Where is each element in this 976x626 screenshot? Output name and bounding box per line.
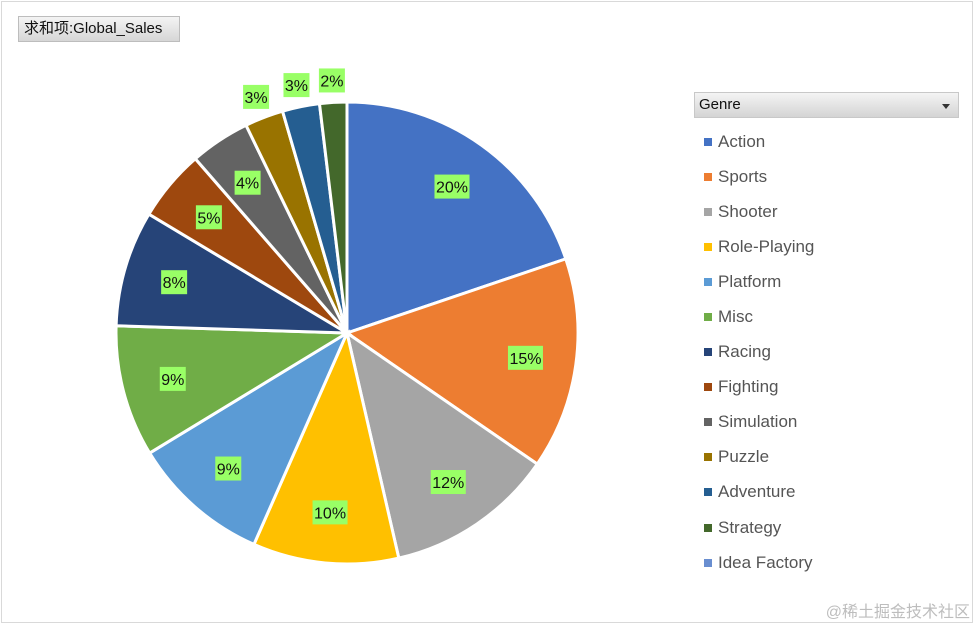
legend-item-adventure[interactable]: Adventure <box>704 475 814 510</box>
legend-swatch <box>704 242 712 251</box>
legend-label: Idea Factory <box>718 552 813 572</box>
legend-label: Puzzle <box>718 447 770 467</box>
legend-swatch <box>704 453 712 462</box>
legend-swatch <box>704 523 712 532</box>
svg-text:2%: 2% <box>320 73 343 90</box>
legend-label: Fighting <box>718 377 779 397</box>
legend-item-platform[interactable]: Platform <box>704 264 814 299</box>
svg-text:9%: 9% <box>217 462 240 479</box>
data-label-adventure: 3% <box>283 73 310 98</box>
legend-label: Adventure <box>718 482 796 502</box>
pie-slice-platform[interactable] <box>147 329 351 547</box>
data-label-action: 20% <box>434 174 470 199</box>
legend-item-idea-factory[interactable]: Idea Factory <box>704 545 814 580</box>
data-label-racing: 8% <box>161 270 188 295</box>
watermark: @稀土掘金技术社区 <box>825 604 970 621</box>
data-label-sports: 15% <box>507 345 543 370</box>
svg-text:8%: 8% <box>163 275 186 292</box>
legend-item-fighting[interactable]: Fighting <box>704 370 814 405</box>
data-label-misc: 9% <box>159 366 186 391</box>
legend-label: Racing <box>718 342 771 362</box>
pie-slice-misc[interactable] <box>114 324 353 456</box>
legend-swatch <box>704 172 712 181</box>
legend-item-strategy[interactable]: Strategy <box>704 510 814 545</box>
legend-label: Role-Playing <box>718 236 815 256</box>
legend-label: Misc <box>718 307 753 327</box>
pie-slice-role-playing[interactable] <box>251 328 401 566</box>
legend-item-role-playing[interactable]: Role-Playing <box>704 229 814 264</box>
legend-label: Sports <box>718 166 768 186</box>
legend-title: Genre <box>699 96 741 113</box>
legend-label: Shooter <box>718 201 778 221</box>
legend: Action Sports Shooter Role-Playing Platform M… <box>704 124 814 580</box>
legend-item-puzzle[interactable]: Puzzle <box>704 440 814 475</box>
svg-text:5%: 5% <box>197 210 220 227</box>
svg-text:10%: 10% <box>314 505 346 522</box>
legend-label: Strategy <box>718 517 782 537</box>
legend-item-shooter[interactable]: Shooter <box>704 194 814 229</box>
svg-text:12%: 12% <box>432 475 464 492</box>
legend-label: Action <box>718 131 766 151</box>
chevron-down-icon[interactable] <box>942 104 950 109</box>
data-label-fighting: 5% <box>195 205 222 230</box>
legend-item-sports[interactable]: Sports <box>704 159 814 194</box>
legend-swatch <box>704 277 712 286</box>
legend-swatch <box>704 488 712 497</box>
pie-slice-racing[interactable] <box>114 212 353 335</box>
field-button-global-sales[interactable]: 求和项:Global_Sales <box>18 16 180 42</box>
svg-text:3%: 3% <box>245 90 268 107</box>
legend-item-action[interactable]: Action <box>704 124 814 159</box>
data-label-puzzle: 3% <box>243 84 270 109</box>
data-label-strategy: 2% <box>318 68 345 93</box>
svg-text:9%: 9% <box>161 372 184 389</box>
legend-swatch <box>704 137 712 146</box>
pie-slice-strategy[interactable] <box>317 100 349 334</box>
legend-swatch <box>704 207 712 216</box>
legend-swatch <box>704 383 712 392</box>
legend-label: Platform <box>718 271 782 291</box>
legend-label: Simulation <box>718 412 798 432</box>
pie-slice-shooter[interactable] <box>344 329 540 560</box>
svg-text:3%: 3% <box>285 78 308 95</box>
legend-swatch <box>704 313 712 322</box>
data-label-role-playing: 10% <box>312 500 348 525</box>
legend-swatch <box>704 558 712 567</box>
pie-slice-sports[interactable] <box>343 256 580 467</box>
legend-filter-genre[interactable]: Genre <box>694 92 959 118</box>
legend-swatch <box>704 418 712 427</box>
legend-item-simulation[interactable]: Simulation <box>704 405 814 440</box>
data-label-simulation: 4% <box>234 170 261 195</box>
svg-text:4%: 4% <box>236 176 259 193</box>
legend-swatch <box>704 348 712 357</box>
svg-text:20%: 20% <box>436 180 468 197</box>
data-label-shooter: 12% <box>430 470 466 495</box>
pie-slice-action[interactable] <box>345 100 568 336</box>
legend-item-racing[interactable]: Racing <box>704 335 814 370</box>
data-label-platform: 9% <box>215 456 242 481</box>
legend-item-misc[interactable]: Misc <box>704 299 814 334</box>
svg-text:15%: 15% <box>509 351 541 368</box>
